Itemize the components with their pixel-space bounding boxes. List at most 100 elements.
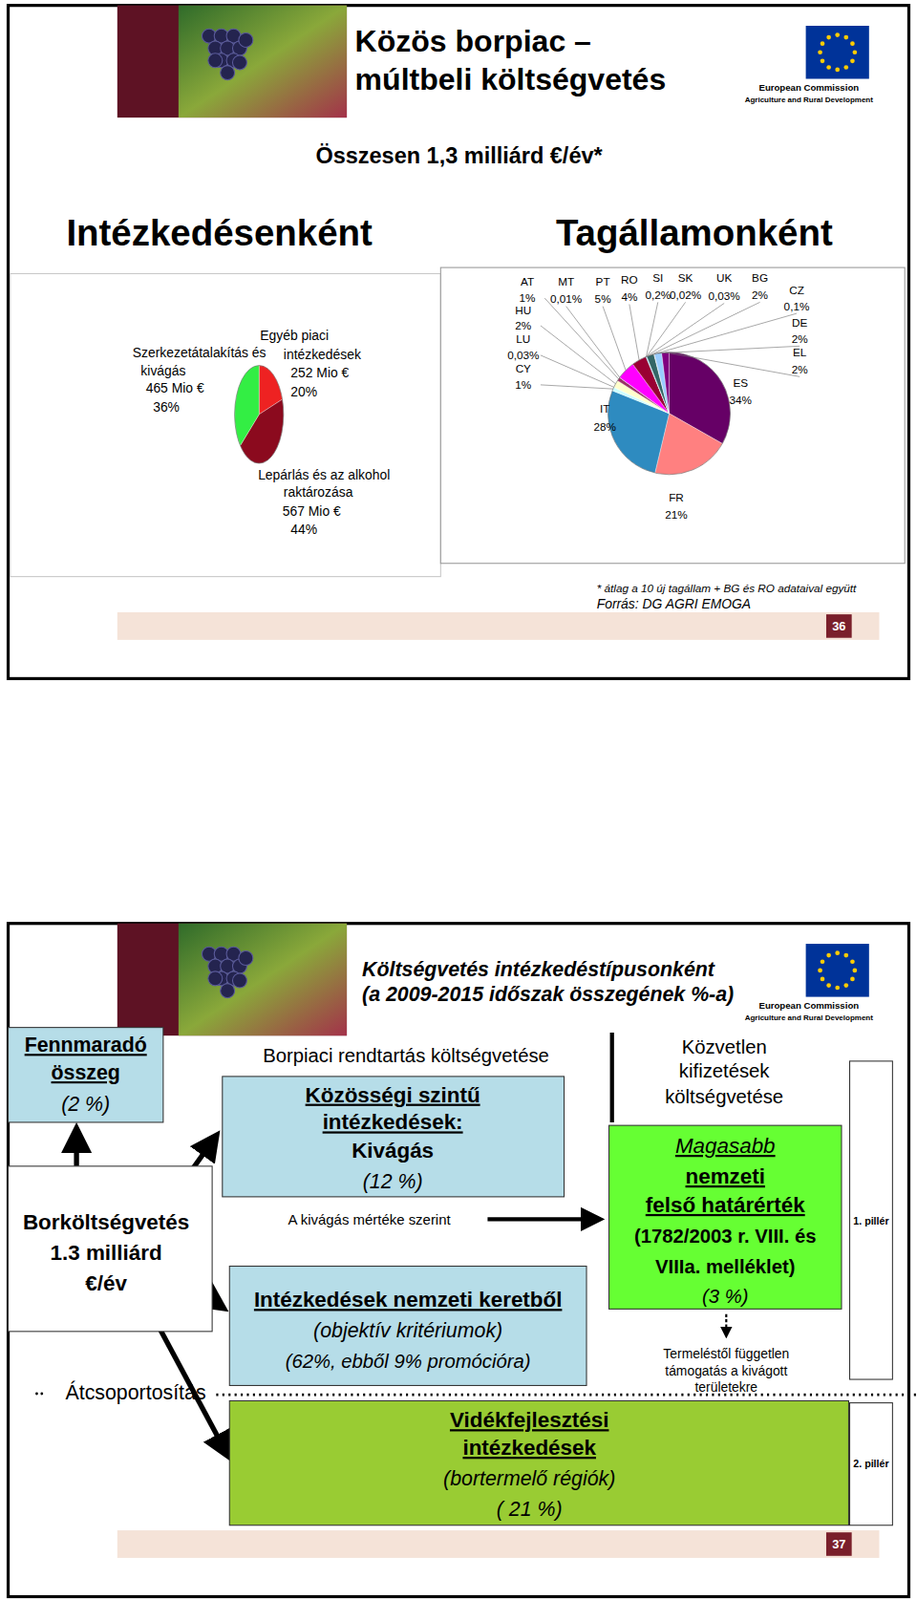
category-label: PT [596, 275, 611, 288]
eu-star [820, 41, 826, 46]
node-box [850, 1061, 894, 1380]
page-box [826, 614, 853, 639]
node-text: nemzeti [685, 1164, 766, 1189]
category-label: UK [716, 271, 732, 284]
eu-star [853, 967, 858, 973]
eu-star [850, 41, 855, 46]
grape [220, 983, 235, 999]
node-text: intézkedések: [322, 1109, 464, 1134]
value-label: 21% [664, 508, 688, 521]
pie-slices [607, 352, 730, 475]
org-name: European Commission [758, 1000, 859, 1011]
slide-frame [8, 5, 910, 680]
eu-star [820, 58, 826, 64]
eu-star [850, 959, 855, 964]
category-label: HU [514, 303, 532, 317]
eu-star [853, 49, 858, 55]
value-label: 5% [595, 292, 613, 305]
eu-star [826, 982, 832, 988]
eu-star [826, 953, 832, 959]
category-label: SK [678, 271, 694, 284]
slide-title: Közös borpiac – [355, 23, 592, 59]
value-label: 1% [514, 378, 533, 391]
category-label: intézkedések [283, 346, 362, 363]
pie-slice [234, 365, 260, 447]
leader-line [646, 301, 686, 357]
grape [232, 55, 247, 70]
eu-star [826, 35, 832, 41]
leader-line [658, 345, 800, 353]
category-label: RO [620, 273, 639, 286]
page-box [826, 1532, 853, 1557]
value-label: 0,1% [784, 299, 811, 313]
pillar-divider [215, 1393, 917, 1397]
leader-line [566, 306, 620, 378]
eu-flag [806, 943, 870, 998]
value-label: 0,03% [507, 348, 540, 362]
eu-star [834, 985, 840, 991]
category-label: EL [792, 345, 808, 359]
value-label: 2% [791, 362, 810, 376]
amount-label: 252 Mio € [290, 364, 349, 381]
node-text: (2 %) [61, 1092, 110, 1116]
eu-star [817, 967, 823, 973]
eu-star [834, 950, 840, 956]
node-text: Kivágás [351, 1138, 434, 1163]
slide-subtitle: (a 2009-2015 időszak összegének %-a) [362, 982, 734, 1006]
grape [208, 971, 223, 986]
category-label: kivágás [140, 362, 186, 379]
leader-line [654, 313, 797, 355]
page-number: 37 [831, 1536, 846, 1552]
footer-bar [117, 1530, 880, 1558]
chart-title: Tagállamonként [555, 212, 833, 254]
org-unit: Agriculture and Rural Development [745, 1013, 875, 1023]
eu-flag [806, 25, 870, 80]
eu-star [843, 35, 849, 41]
category-label: DE [791, 316, 808, 329]
divider [610, 1032, 615, 1123]
node-text: Magasabb [675, 1133, 776, 1158]
value-label: 20% [290, 383, 318, 400]
eu-star [843, 953, 849, 959]
node-text: Közösségi szintű [305, 1083, 481, 1108]
value-label: 0,01% [550, 292, 583, 305]
node-text: Termeléstől független [662, 1345, 790, 1362]
node-box [222, 1076, 565, 1197]
node-text: (62%, ebből 9% promócióra) [285, 1350, 532, 1372]
value-label: 2% [514, 319, 533, 332]
category-label: BG [751, 271, 768, 284]
slide-title: Költségvetés intézkedéstípusonként [362, 958, 716, 981]
banner-photo [178, 5, 347, 118]
grape [238, 32, 254, 47]
node-text: Vidékfejlesztési [449, 1407, 609, 1432]
node-text: intézkedések [462, 1435, 597, 1460]
eu-star [820, 959, 826, 964]
banner [117, 923, 347, 1036]
category-label: FR [668, 490, 684, 504]
value-label: 1% [519, 291, 537, 304]
node-box [8, 1027, 164, 1123]
amount-label: 567 Mio € [282, 503, 342, 519]
pie-slice [661, 352, 670, 414]
eu-star [843, 982, 849, 988]
node-text: 1.3 milliárd [50, 1240, 163, 1265]
footnote: * átlag a 10 új tagállam + BG és RO adat… [597, 581, 857, 595]
dot [40, 1392, 43, 1396]
node-text: költségvetése [664, 1086, 784, 1108]
category-label: Lepárlás és az alkohol [257, 467, 390, 483]
node-text: ( 21 %) [496, 1497, 563, 1521]
slide-subtitle: Összesen 1,3 milliárd €/év* [315, 143, 603, 169]
org-name: European Commission [758, 82, 859, 93]
eu-star [850, 58, 855, 64]
banner-photo [178, 923, 347, 1036]
eu-star [834, 67, 840, 73]
page: European Commission Agriculture and Rural… [0, 0, 917, 1600]
dashed-arrow [725, 1314, 727, 1335]
category-label: ES [732, 376, 748, 389]
value-label: 0,2% [644, 288, 671, 301]
node-text: Borköltségvetés [22, 1210, 190, 1235]
category-label: Egyéb piaci [259, 327, 329, 343]
category-label: SI [652, 271, 663, 284]
chart-frame [440, 267, 905, 564]
category-label: IT [599, 402, 610, 415]
